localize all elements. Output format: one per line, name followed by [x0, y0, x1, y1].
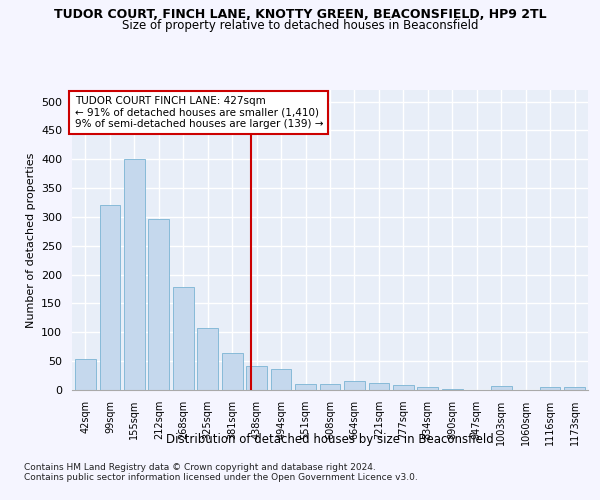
Text: Contains HM Land Registry data © Crown copyright and database right 2024.: Contains HM Land Registry data © Crown c… [24, 464, 376, 472]
Bar [320, 384, 340, 390]
Bar [368, 382, 389, 390]
Text: Size of property relative to detached houses in Beaconsfield: Size of property relative to detached ho… [122, 18, 478, 32]
Bar [173, 288, 194, 390]
Bar [564, 386, 585, 390]
Bar [271, 368, 292, 390]
Bar [222, 352, 242, 390]
Text: Contains public sector information licensed under the Open Government Licence v3: Contains public sector information licen… [24, 474, 418, 482]
Bar [75, 360, 96, 390]
Bar [124, 159, 145, 390]
Bar [393, 386, 414, 390]
Y-axis label: Number of detached properties: Number of detached properties [26, 152, 35, 328]
Text: Distribution of detached houses by size in Beaconsfield: Distribution of detached houses by size … [166, 432, 494, 446]
Bar [418, 387, 438, 390]
Bar [491, 386, 512, 390]
Text: TUDOR COURT FINCH LANE: 427sqm
← 91% of detached houses are smaller (1,410)
9% o: TUDOR COURT FINCH LANE: 427sqm ← 91% of … [74, 96, 323, 129]
Text: TUDOR COURT, FINCH LANE, KNOTTY GREEN, BEACONSFIELD, HP9 2TL: TUDOR COURT, FINCH LANE, KNOTTY GREEN, B… [53, 8, 547, 20]
Bar [442, 389, 463, 390]
Bar [100, 206, 120, 390]
Bar [344, 382, 365, 390]
Bar [295, 384, 316, 390]
Bar [540, 387, 560, 390]
Bar [246, 366, 267, 390]
Bar [148, 218, 169, 390]
Bar [197, 328, 218, 390]
